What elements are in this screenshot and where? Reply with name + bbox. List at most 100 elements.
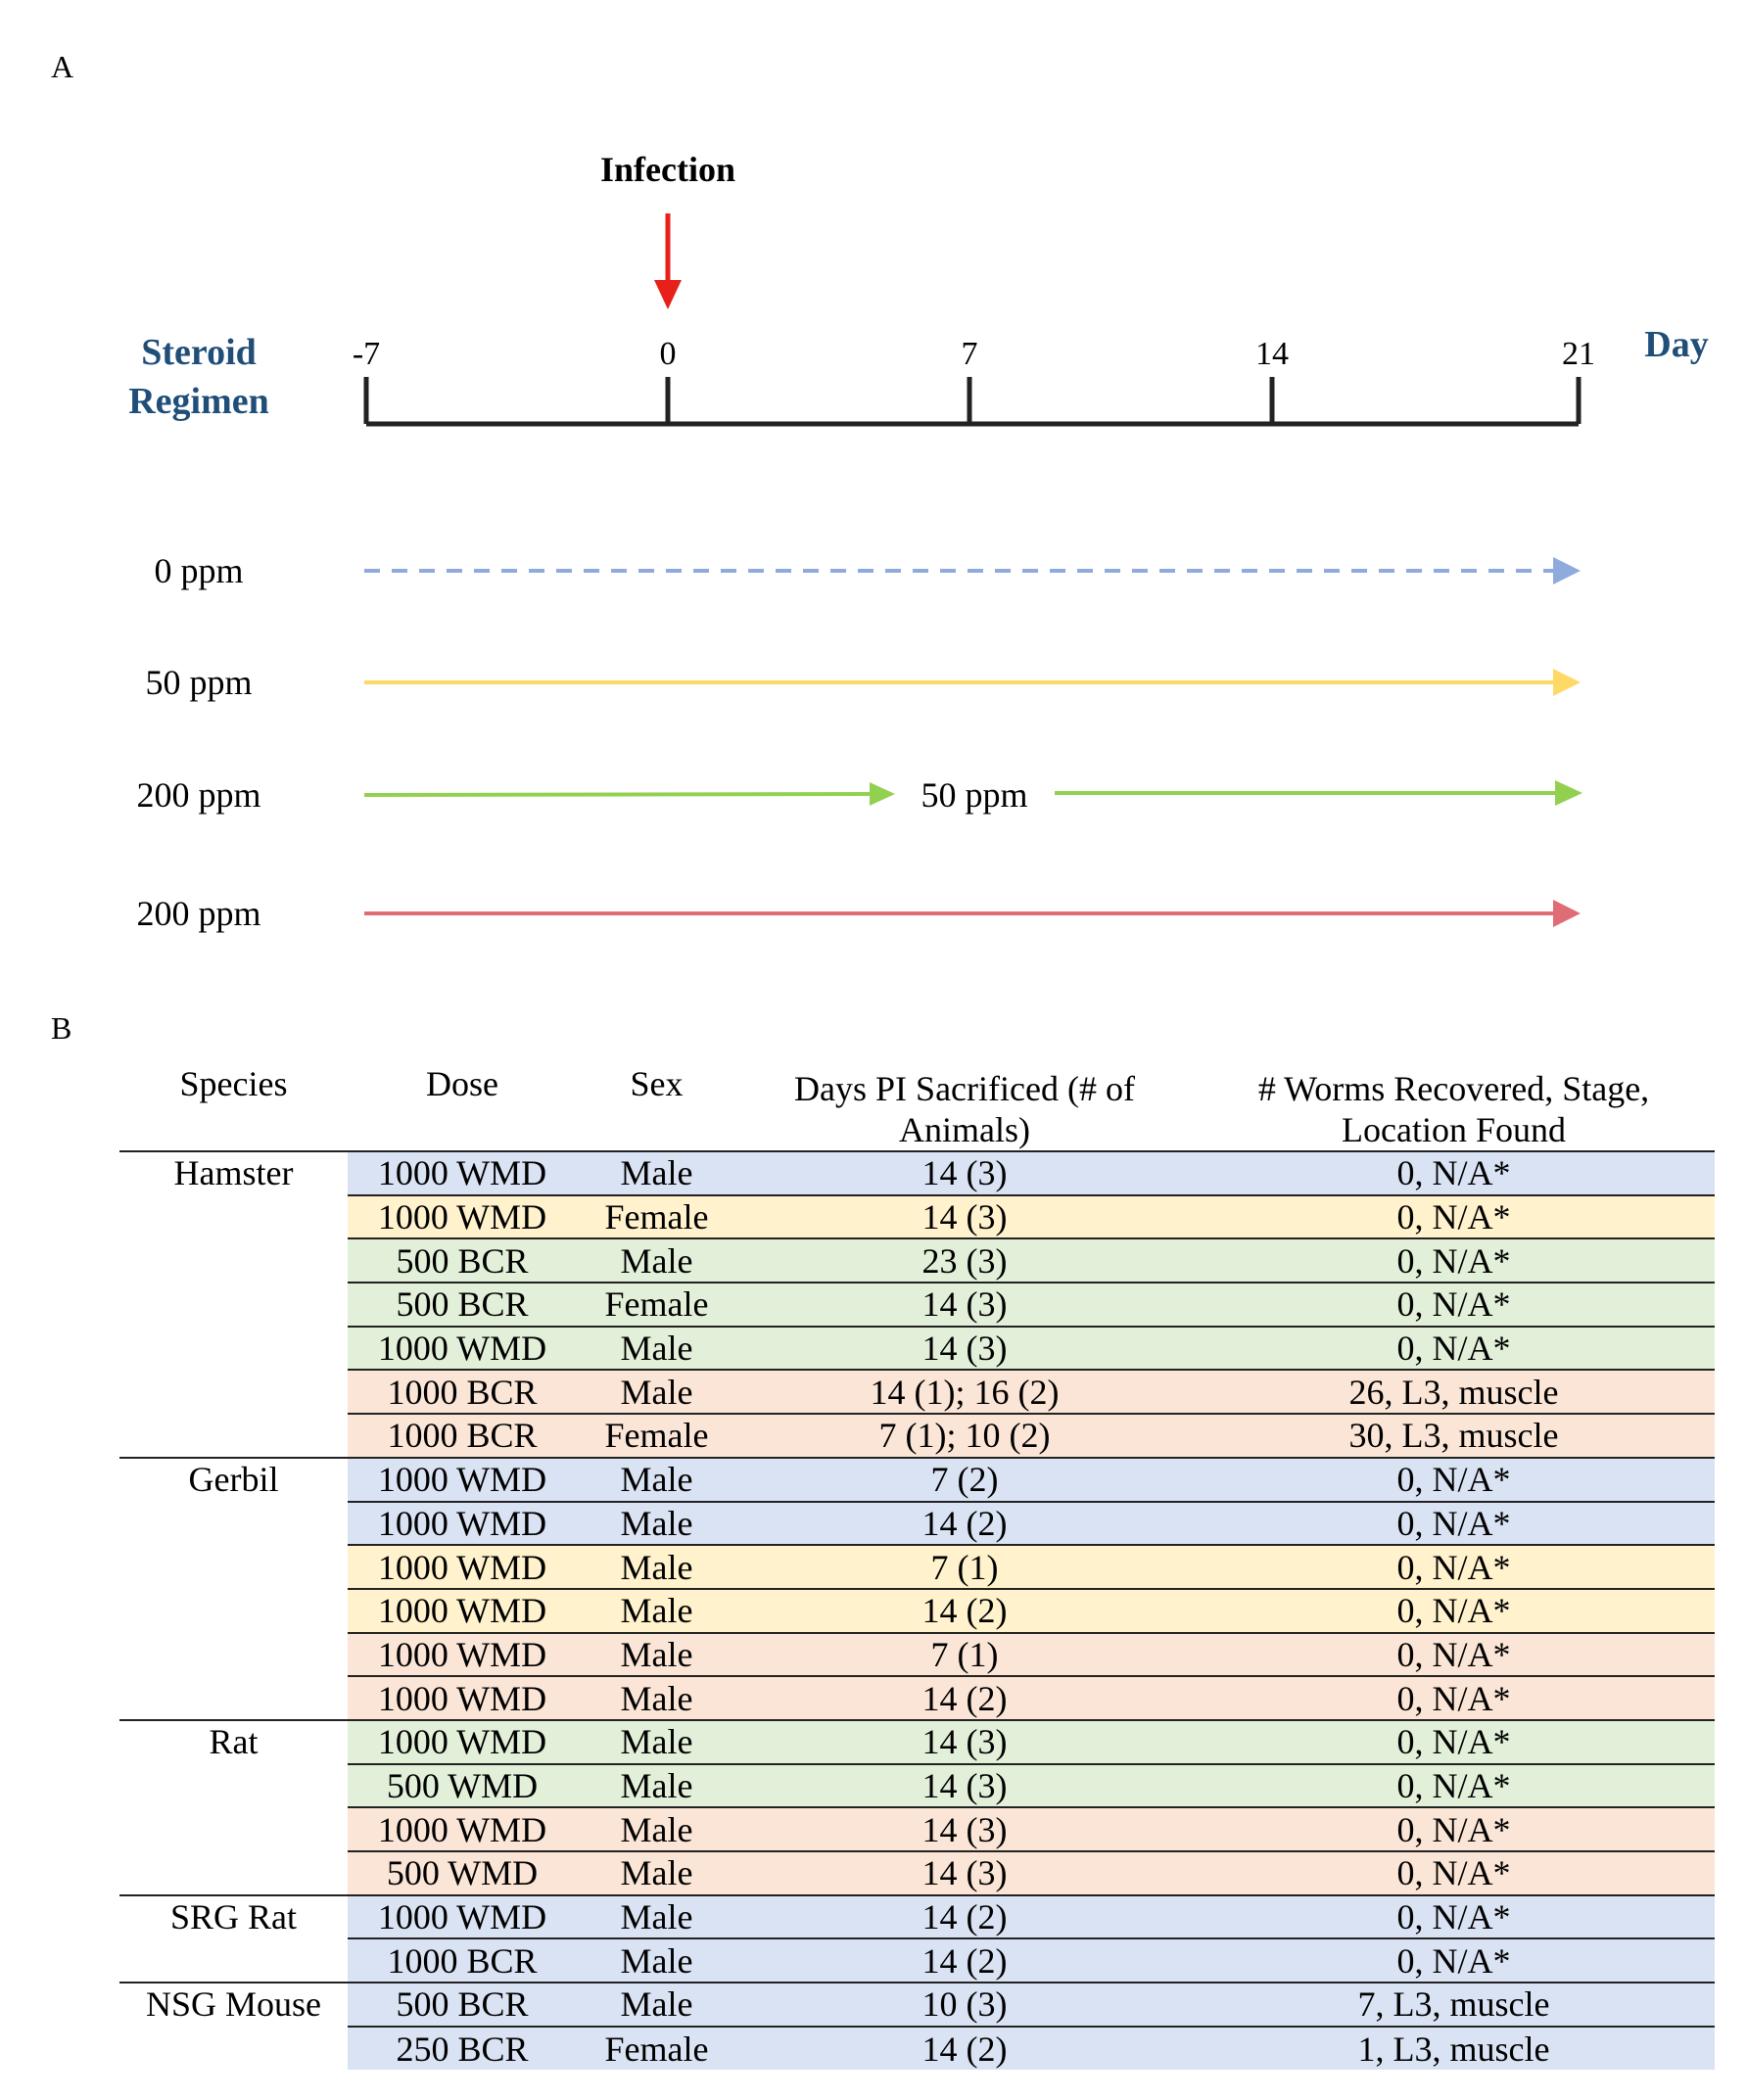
days-cell: 7 (1) [736, 1544, 1193, 1589]
regimen-arrowhead [1553, 900, 1581, 927]
table-row: 1000 BCR Male 14 (1); 16 (2) 26, L3, muscle [119, 1369, 1715, 1415]
header-days: Days PI Sacrificed (# of Animals) [736, 1059, 1193, 1152]
worms-cell: 1, L3, muscle [1193, 2025, 1715, 2071]
sex-cell: Male [577, 1456, 736, 1502]
worms-cell: 0, N/A* [1193, 1718, 1715, 1764]
infection-label: Infection [600, 150, 735, 189]
worms-cell: 0, N/A* [1193, 1806, 1715, 1851]
sex-cell: Male [577, 1762, 736, 1808]
day-axis-ticks: -7 0 7 14 21 [353, 336, 1595, 424]
regimen-arrowhead [1553, 669, 1581, 696]
worms-cell: 7, L3, muscle [1193, 1982, 1715, 2027]
dose-cell: 1000 WMD [348, 1631, 577, 1677]
worms-cell: 0, N/A* [1193, 1282, 1715, 1327]
worms-cell: 0, N/A* [1193, 1937, 1715, 1983]
sex-cell: Female [577, 2025, 736, 2071]
table-row: 500 WMD Male 14 (3) 0, N/A* [119, 1850, 1715, 1895]
dose-cell: 1000 WMD [348, 1325, 577, 1371]
regimen-label: 200 ppm [136, 775, 260, 815]
sex-cell: Male [577, 1631, 736, 1677]
table-row: 250 BCR Female 14 (2) 1, L3, muscle [119, 2025, 1715, 2071]
dose-cell: 1000 WMD [348, 1544, 577, 1589]
days-cell: 7 (1) [736, 1631, 1193, 1677]
worms-cell: 30, L3, muscle [1193, 1413, 1715, 1458]
table-row: 500 BCR Female 14 (3) 0, N/A* [119, 1282, 1715, 1327]
days-cell: 14 (2) [736, 1937, 1193, 1983]
days-cell: 14 (3) [736, 1325, 1193, 1371]
regimen-label: 200 ppm [136, 894, 260, 933]
regimen-arrow-line [363, 792, 871, 797]
dose-cell: 1000 WMD [348, 1893, 577, 1939]
table-row: Gerbil 1000 WMD Male 7 (2) 0, N/A* [119, 1456, 1715, 1720]
table-row: Hamster 1000 WMD Male 14 (3) 0, N/A* [119, 1151, 1715, 1458]
panel-a-label: A [51, 49, 74, 84]
dose-cell: 1000 BCR [348, 1413, 577, 1458]
days-cell: 14 (2) [736, 1587, 1193, 1633]
worms-cell: 0, N/A* [1193, 1850, 1715, 1895]
regimen-arrowhead [1555, 780, 1582, 806]
header-sex: Sex [577, 1059, 736, 1152]
table-row: Rat 1000 WMD Male 14 (3) 0, N/A* [119, 1718, 1715, 1895]
sex-cell: Male [577, 1718, 736, 1764]
results-table: Species Dose Sex Days PI Sacrificed (# o… [119, 1059, 1715, 2071]
worms-cell: 0, N/A* [1193, 1500, 1715, 1546]
sex-cell: Male [577, 1982, 736, 2027]
worms-cell: 0, N/A* [1193, 1544, 1715, 1589]
sex-cell: Female [577, 1193, 736, 1239]
days-cell: 14 (2) [736, 1675, 1193, 1720]
steroid-regimen-title-line2: Regimen [128, 381, 269, 422]
days-cell: 14 (1); 16 (2) [736, 1369, 1193, 1415]
regimen-row: 50 ppm [145, 663, 1581, 702]
sex-cell: Male [577, 1325, 736, 1371]
regimen-rows: 0 ppm 50 ppm 200 ppm 50 ppm 200 ppm [136, 551, 1582, 933]
header-worms: # Worms Recovered, Stage, Location Found [1193, 1059, 1715, 1152]
worms-cell: 0, N/A* [1193, 1631, 1715, 1677]
species-cell: Gerbil [119, 1456, 348, 1720]
timeline-diagram: Steroid Regimen Infection Day -7 0 7 14 21 0… [128, 150, 1708, 933]
infection-arrow [654, 213, 682, 309]
sex-cell: Male [577, 1675, 736, 1720]
dose-cell: 500 BCR [348, 1982, 577, 2027]
dose-cell: 250 BCR [348, 2025, 577, 2071]
days-cell: 14 (3) [736, 1850, 1193, 1895]
days-cell: 14 (2) [736, 1500, 1193, 1546]
tick-label: 0 [660, 336, 677, 372]
table-header-row: Species Dose Sex Days PI Sacrificed (# o… [119, 1059, 1715, 1152]
worms-cell: 0, N/A* [1193, 1193, 1715, 1239]
sex-cell: Male [577, 1237, 736, 1283]
table-row: 1000 WMD Male 14 (2) 0, N/A* [119, 1500, 1715, 1546]
sex-cell: Male [577, 1850, 736, 1895]
regimen-row: 200 ppm 50 ppm [136, 775, 1582, 815]
dose-cell: 1000 WMD [348, 1151, 577, 1195]
table-row: 1000 BCR Female 7 (1); 10 (2) 30, L3, muscl… [119, 1413, 1715, 1458]
dose-cell: 1000 WMD [348, 1193, 577, 1239]
days-cell: 7 (2) [736, 1456, 1193, 1502]
regimen-row: 0 ppm [154, 551, 1581, 590]
dose-cell: 500 WMD [348, 1850, 577, 1895]
days-cell: 14 (3) [736, 1151, 1193, 1195]
sex-cell: Male [577, 1500, 736, 1546]
days-cell: 10 (3) [736, 1982, 1193, 2027]
header-species: Species [119, 1059, 348, 1152]
dose-cell: 500 BCR [348, 1237, 577, 1283]
table-row: 1000 WMD Male 14 (3) 0, N/A* [119, 1806, 1715, 1851]
sex-cell: Male [577, 1544, 736, 1589]
sex-cell: Male [577, 1806, 736, 1851]
dose-cell: 1000 WMD [348, 1806, 577, 1851]
worms-cell: 0, N/A* [1193, 1762, 1715, 1808]
panel-b-label: B [51, 1010, 72, 1046]
regimen-mid-label: 50 ppm [921, 775, 1027, 815]
regimen-row: 200 ppm [136, 894, 1581, 933]
sex-cell: Male [577, 1893, 736, 1939]
sex-cell: Male [577, 1587, 736, 1633]
worms-cell: 0, N/A* [1193, 1325, 1715, 1371]
sex-cell: Male [577, 1151, 736, 1195]
table-row: 1000 WMD Male 7 (1) 0, N/A* [119, 1544, 1715, 1589]
table-row: SRG Rat 1000 WMD Male 14 (2) 0, N/A* [119, 1893, 1715, 1983]
worms-cell: 0, N/A* [1193, 1587, 1715, 1633]
days-cell: 23 (3) [736, 1237, 1193, 1283]
dose-cell: 1000 WMD [348, 1500, 577, 1546]
day-unit-label: Day [1644, 324, 1708, 365]
sex-cell: Female [577, 1413, 736, 1458]
worms-cell: 0, N/A* [1193, 1456, 1715, 1502]
